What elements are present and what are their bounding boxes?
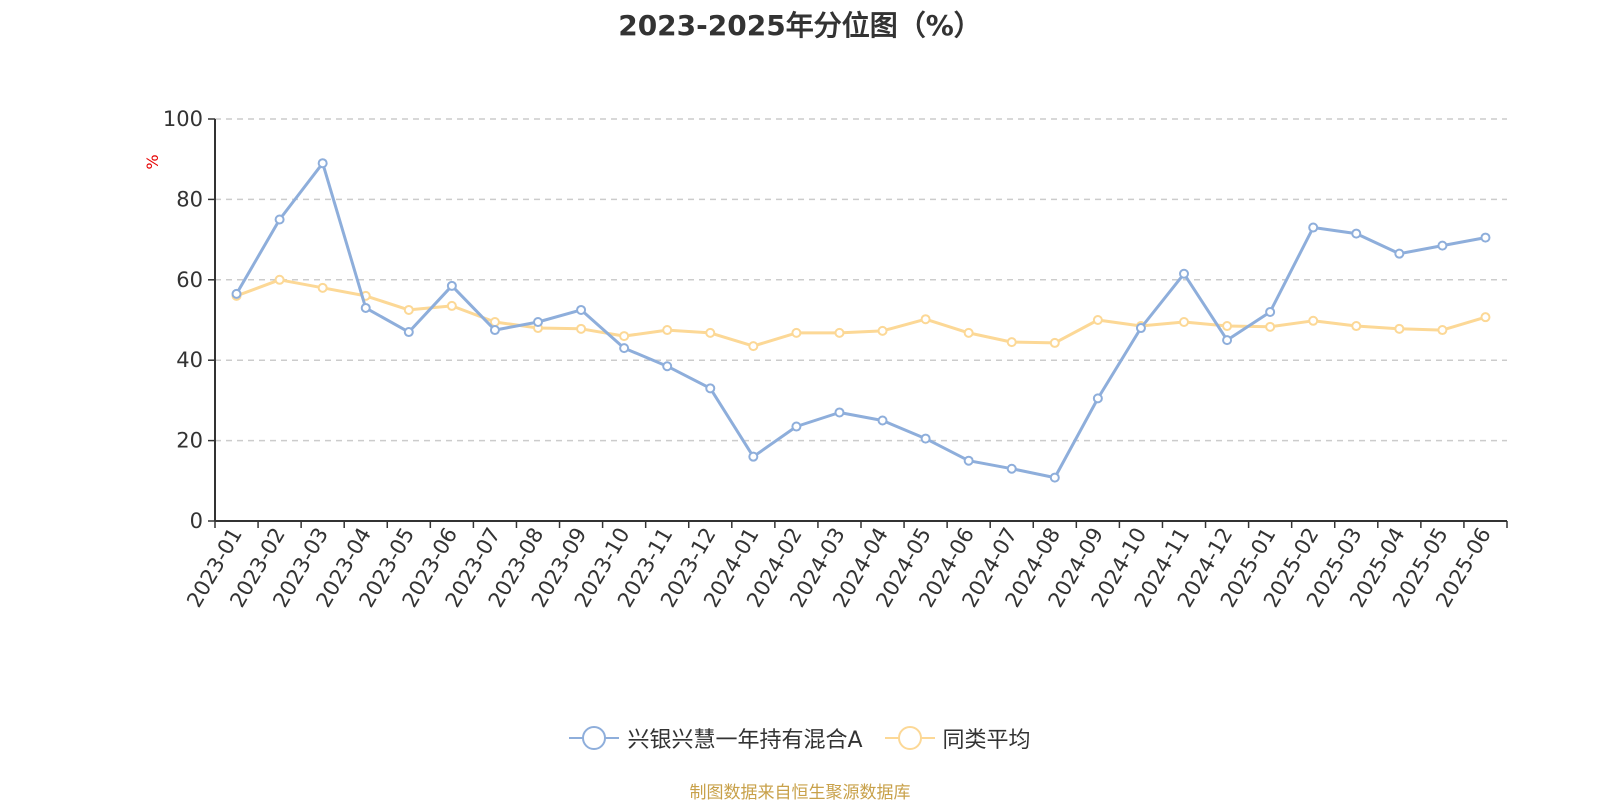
- y-tick-label: 80: [176, 187, 203, 211]
- data-point: [1006, 337, 1017, 348]
- data-point: [705, 383, 716, 394]
- data-point: [920, 433, 931, 444]
- data-point: [1049, 472, 1060, 483]
- y-tick-label: 40: [176, 348, 203, 372]
- data-point: [576, 304, 587, 315]
- data-point: [1049, 337, 1060, 348]
- data-point: [920, 314, 931, 325]
- data-point: [1308, 222, 1319, 233]
- data-point: [1135, 323, 1146, 334]
- data-point: [619, 343, 630, 354]
- data-point: [360, 302, 371, 313]
- legend: 兴银兴慧一年持有混合A 同类平均: [0, 718, 1600, 758]
- data-point: [1437, 325, 1448, 336]
- data-point: [403, 304, 414, 315]
- legend-item-fund[interactable]: 兴银兴慧一年持有混合A: [569, 722, 863, 754]
- data-point: [834, 327, 845, 338]
- legend-marker-fund-icon: [569, 726, 620, 750]
- data-point: [576, 323, 587, 334]
- data-point: [748, 341, 759, 352]
- y-tick-label: 60: [176, 268, 203, 292]
- data-point: [963, 327, 974, 338]
- data-point: [791, 421, 802, 432]
- data-point: [748, 451, 759, 462]
- data-source-note: 制图数据来自恒生聚源数据库: [689, 783, 911, 803]
- y-tick-label: 100: [163, 107, 203, 131]
- legend-label-category-average: 同类平均: [942, 728, 1031, 753]
- data-point: [489, 317, 500, 328]
- data-point: [533, 317, 543, 328]
- data-point: [1308, 315, 1319, 326]
- data-point: [1480, 312, 1491, 323]
- data-point: [489, 325, 500, 336]
- data-point: [1006, 463, 1017, 474]
- data-point: [274, 274, 285, 285]
- data-point: [834, 407, 845, 418]
- data-point: [1394, 248, 1405, 259]
- data-point: [1179, 317, 1189, 328]
- legend-item-category-average[interactable]: 同类平均: [884, 722, 1031, 754]
- legend-marker-average-icon: [884, 726, 935, 750]
- y-tick-label: 0: [190, 509, 203, 533]
- data-point: [274, 214, 285, 225]
- y-axis-ticks: 0 20 40 60 80 100: [163, 107, 203, 533]
- data-point: [1394, 323, 1405, 334]
- data-point: [1351, 228, 1362, 239]
- data-point: [662, 361, 673, 372]
- y-tick-label: 20: [176, 429, 203, 453]
- data-point: [1179, 268, 1189, 279]
- series-line: [235, 161, 1486, 480]
- data-point: [877, 325, 888, 336]
- data-point: [791, 327, 802, 338]
- data-point: [1480, 232, 1491, 243]
- data-point: [1265, 321, 1276, 332]
- chart-title: 2023-2025年分位图（%）: [618, 9, 982, 42]
- data-point: [1265, 306, 1276, 317]
- data-point: [1222, 321, 1233, 332]
- data-point: [317, 282, 328, 293]
- x-axis-ticks: 2023-012023-022023-032023-042023-052023-…: [182, 524, 1496, 612]
- data-point: [1222, 335, 1233, 346]
- data-point: [662, 325, 673, 336]
- data-point: [446, 280, 457, 291]
- axes: [208, 118, 1508, 528]
- data-point: [619, 331, 630, 342]
- data-point: [877, 415, 888, 426]
- series-lines: [231, 158, 1491, 483]
- y-axis-unit-label: %: [143, 154, 162, 169]
- grid-lines: [215, 118, 1507, 442]
- data-point: [1092, 315, 1103, 325]
- data-point: [446, 300, 457, 311]
- data-point: [1351, 321, 1362, 332]
- data-point: [403, 327, 414, 338]
- data-point: [1092, 393, 1103, 404]
- data-point: [317, 158, 328, 169]
- line-chart: % 0 20 40 60 80 100 2023-012023-022023-032023…: [143, 107, 1508, 612]
- data-point: [963, 455, 974, 466]
- data-point: [705, 327, 716, 338]
- series-line: [235, 278, 1486, 348]
- legend-label-fund: 兴银兴慧一年持有混合A: [627, 728, 863, 753]
- data-point: [231, 288, 242, 299]
- data-point: [1437, 240, 1448, 251]
